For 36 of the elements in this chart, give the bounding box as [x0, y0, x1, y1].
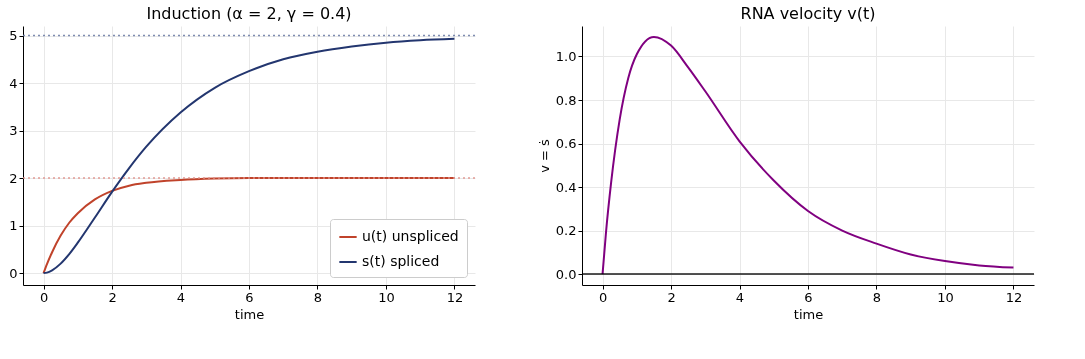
legend-label: s(t) spliced	[362, 253, 440, 269]
x-tick-label: 0	[39, 289, 49, 305]
line-series	[42, 177, 456, 275]
x-tick-label: 0	[598, 289, 608, 305]
y-tick-label: 0.6	[555, 136, 577, 152]
x-tick-label: 8	[313, 289, 323, 305]
x-tick-label: 4	[735, 289, 745, 305]
y-tick-label: 3	[9, 123, 18, 139]
y-tick-label: 4	[9, 75, 18, 91]
legend-label: u(t) unspliced	[362, 228, 459, 244]
line-series	[42, 37, 456, 275]
x-tick-label: 2	[108, 289, 117, 305]
x-tick-label: 10	[378, 289, 395, 305]
line-series	[601, 35, 1015, 276]
y-tick-label: 1	[9, 218, 18, 234]
y-tick-label: 0.0	[555, 266, 577, 282]
x-axis-title: time	[234, 306, 265, 322]
y-tick-label: 0.4	[555, 179, 577, 195]
y-tick-label: 0	[9, 265, 18, 281]
y-axis-title: v = ṡ	[536, 138, 552, 173]
chart-title: Induction (α = 2, γ = 0.4)	[146, 4, 352, 23]
x-tick-label: 2	[667, 289, 676, 305]
x-axis-title: time	[793, 306, 824, 322]
y-tick-label: 2	[9, 170, 18, 186]
y-tick-label: 0.2	[555, 223, 577, 239]
x-tick-label: 6	[804, 289, 813, 305]
y-tick-label: 1.0	[555, 48, 577, 64]
x-tick-label: 6	[245, 289, 254, 305]
y-tick-label: 0.8	[555, 92, 577, 108]
x-tick-label: 12	[1005, 289, 1023, 305]
y-tick-label: 5	[9, 28, 18, 43]
x-tick-label: 12	[446, 289, 464, 305]
x-tick-label: 10	[937, 289, 954, 305]
x-tick-label: 4	[176, 289, 186, 305]
chart-title: RNA velocity v(t)	[740, 4, 876, 23]
x-tick-label: 8	[872, 289, 882, 305]
